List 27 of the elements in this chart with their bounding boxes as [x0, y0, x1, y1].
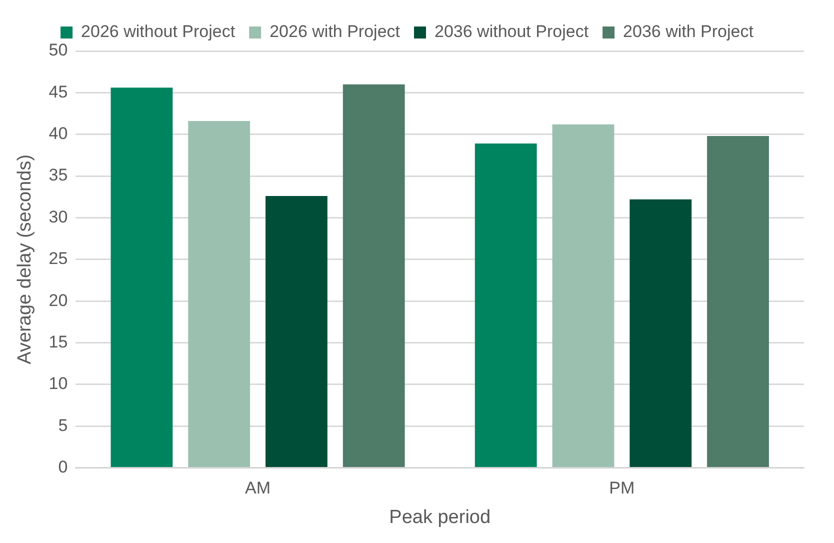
x-axis-title: Peak period: [389, 506, 491, 528]
y-tick-label: 25: [48, 249, 68, 268]
legend-label: 2026 with Project: [270, 22, 400, 42]
y-tick-label: 5: [58, 416, 68, 435]
bar: [266, 196, 328, 468]
y-tick-label: 20: [48, 290, 68, 310]
bar: [110, 88, 173, 468]
bar: [707, 136, 769, 468]
legend-label: 2036 with Project: [623, 22, 754, 42]
bar: [630, 199, 692, 468]
y-axis-title: Average delay (seconds): [14, 154, 36, 364]
x-tick-label: AM: [245, 478, 271, 498]
y-tick-label: 15: [48, 332, 68, 352]
legend-label: 2026 without Project: [81, 22, 236, 42]
y-tick-label: 50: [48, 40, 68, 60]
bar: [474, 144, 537, 468]
y-tick-label: 35: [48, 166, 68, 185]
bar: [552, 124, 614, 468]
y-tick-label: 0: [58, 457, 68, 476]
bar: [188, 121, 250, 468]
y-tick-label: 30: [48, 207, 68, 226]
x-tick-label: PM: [609, 478, 635, 498]
y-tick-label: 10: [48, 374, 68, 394]
legend-label: 2036 without Project: [434, 22, 589, 42]
y-tick-label: 40: [48, 124, 68, 144]
bar: [342, 84, 405, 468]
y-tick-label: 45: [48, 82, 68, 102]
